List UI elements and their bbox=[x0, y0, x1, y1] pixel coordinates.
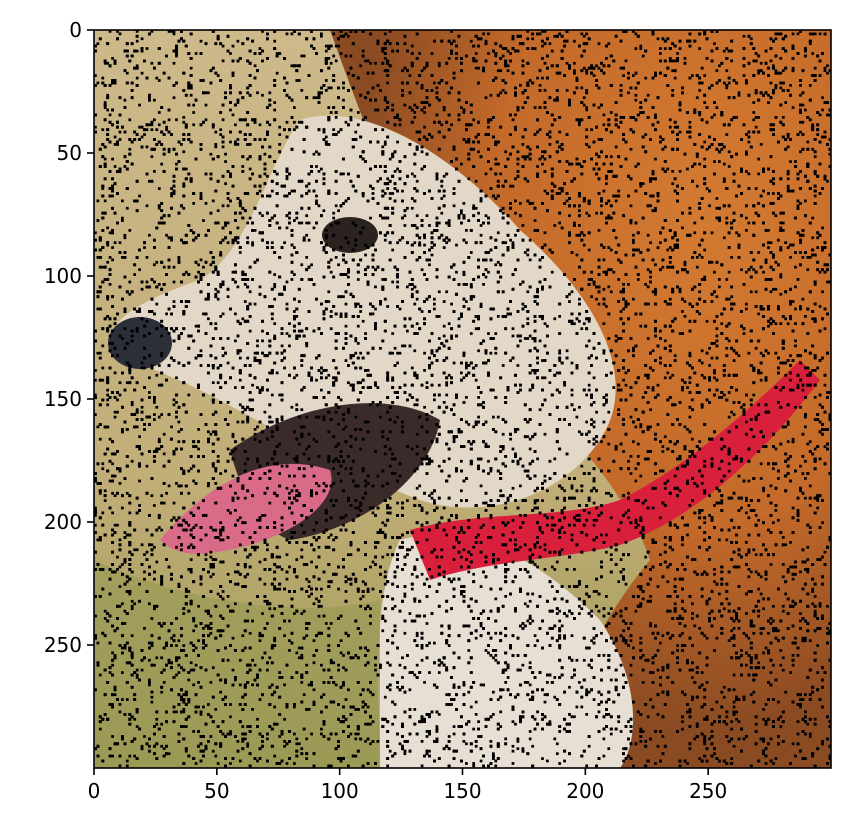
dog-collar bbox=[410, 360, 820, 580]
image-area bbox=[94, 30, 831, 768]
y-tick-label: 50 bbox=[57, 141, 82, 165]
grass-area bbox=[94, 560, 380, 768]
dog-eye bbox=[322, 217, 378, 253]
x-tick-label: 100 bbox=[321, 779, 359, 803]
x-tick-label: 200 bbox=[566, 779, 604, 803]
y-tick-label: 150 bbox=[44, 387, 82, 411]
y-tick-label: 100 bbox=[44, 264, 82, 288]
dog-chest-white bbox=[378, 534, 634, 768]
x-axis: 0 50 100 150 200 250 bbox=[88, 768, 727, 803]
x-tick-label: 0 bbox=[88, 779, 101, 803]
y-axis: 0 50 100 150 200 250 bbox=[44, 18, 94, 657]
y-tick-label: 250 bbox=[44, 633, 82, 657]
noise-pixels bbox=[94, 30, 831, 768]
dog-face-white bbox=[111, 115, 616, 508]
x-tick-label: 50 bbox=[204, 779, 229, 803]
y-tick-label: 0 bbox=[69, 18, 82, 42]
dog-tongue bbox=[160, 463, 332, 554]
x-tick-label: 250 bbox=[689, 779, 727, 803]
y-tick-label: 200 bbox=[44, 510, 82, 534]
x-tick-label: 150 bbox=[443, 779, 481, 803]
